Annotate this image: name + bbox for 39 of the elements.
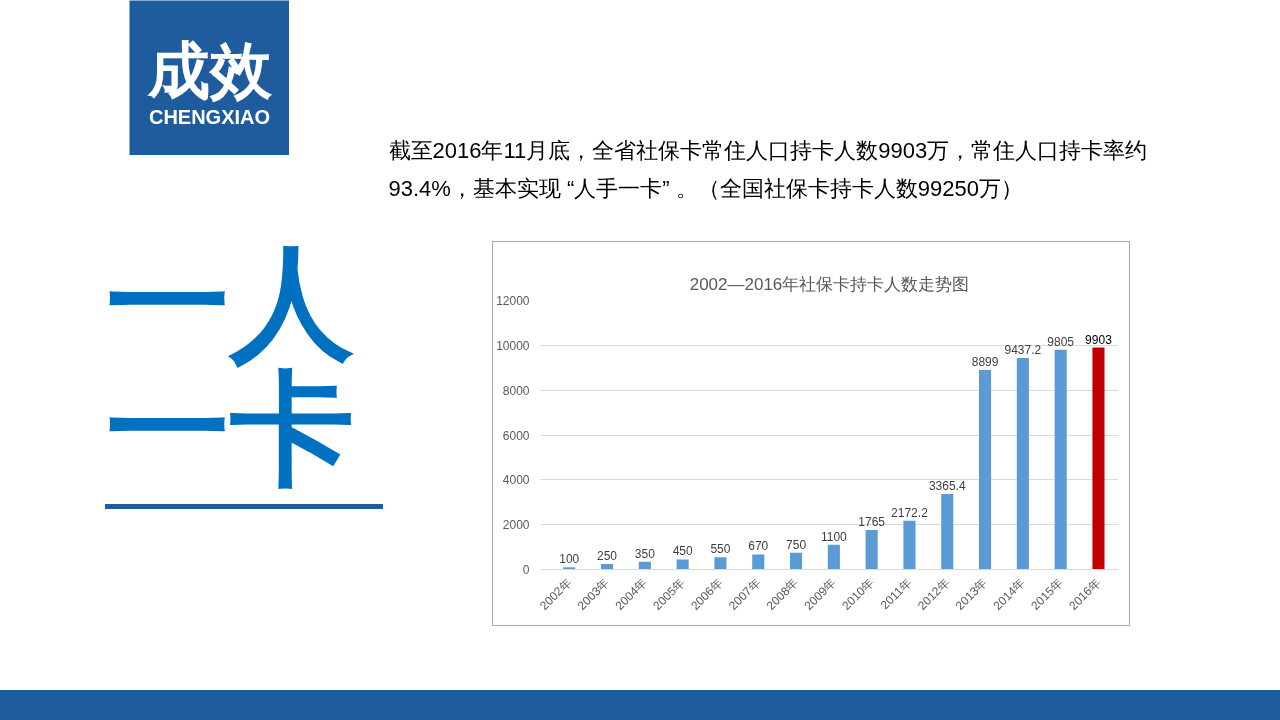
data-label: 8899 — [971, 355, 999, 370]
text: 93.4%，基本实现 “人手一卡” 。（全国社保卡持卡人数99250万） — [388, 176, 1023, 201]
data-label: 9437.2 — [1004, 342, 1042, 357]
bar — [790, 552, 803, 570]
bar — [752, 554, 765, 570]
data-label: 9805 — [1047, 334, 1075, 349]
data-label: 350 — [634, 546, 656, 561]
data-label: 1765 — [858, 514, 886, 529]
bar — [903, 520, 916, 570]
y-tick-label: 0 — [522, 563, 530, 577]
bar — [979, 370, 992, 570]
y-tick-label: 2000 — [502, 518, 530, 533]
text: 成效 — [146, 36, 273, 105]
bar — [676, 559, 689, 570]
data-label: 3365.4 — [928, 479, 966, 494]
y-tick-label: 12000 — [496, 294, 530, 308]
bar — [714, 557, 727, 570]
data-label: 750 — [786, 537, 807, 552]
data-label: 1100 — [820, 529, 848, 544]
data-label: 100 — [559, 552, 580, 567]
bar — [1054, 349, 1067, 570]
data-label: 670 — [748, 539, 769, 554]
data-label: 550 — [710, 542, 731, 557]
bar — [1016, 357, 1029, 570]
data-label: 2172.2 — [891, 505, 929, 520]
bar — [1092, 347, 1105, 570]
data-label: 9903 — [1085, 332, 1113, 347]
data-label: 450 — [672, 544, 693, 559]
y-tick-label: 6000 — [502, 428, 530, 443]
y-tick-label: 10000 — [496, 338, 530, 353]
text: 截至2016年11月底，全省社保卡常住人口持卡人数9903万，常住人口持卡率约 — [388, 138, 1148, 163]
text: CHENGXIAO — [148, 105, 271, 128]
bar — [827, 544, 840, 570]
y-tick-label: 4000 — [502, 473, 530, 488]
bar — [865, 529, 878, 570]
y-tick-label: 8000 — [502, 383, 530, 398]
chart-title: 2002—2016年社保卡持卡人数走势图 — [689, 274, 970, 294]
bar — [941, 494, 954, 570]
data-label: 250 — [597, 548, 618, 563]
